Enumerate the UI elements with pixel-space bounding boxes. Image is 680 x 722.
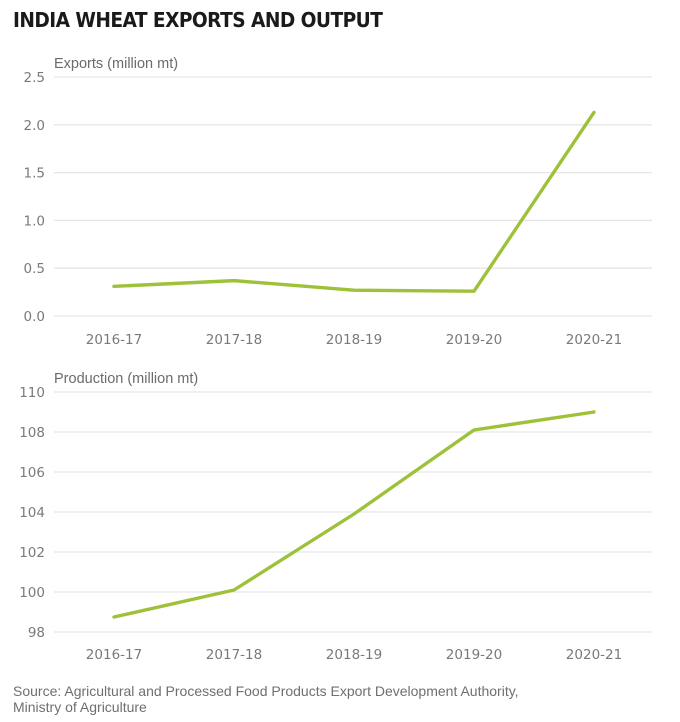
exports-chart: Exports (million mt) 0.00.51.01.52.02.5 …: [24, 56, 652, 348]
source-note: Source: Agricultural and Processed Food …: [13, 683, 613, 715]
production-series-line: [112, 410, 596, 619]
exports-x-tick-label: 2016-17: [86, 332, 142, 348]
production-series: [112, 410, 596, 619]
source-line-1: Source: Agricultural and Processed Food …: [13, 683, 519, 699]
production-axis-title: Production (million mt): [54, 371, 198, 387]
production-x-ticks: 2016-17 2017-18 2018-19 2019-20 2020-21: [86, 647, 622, 663]
exports-x-tick-label: 2017-18: [206, 332, 262, 348]
exports-series: [112, 110, 596, 293]
exports-y-tick-label: 0.5: [24, 261, 45, 277]
production-x-tick-label: 2016-17: [86, 647, 142, 663]
exports-x-tick-label: 2018-19: [326, 332, 382, 348]
production-x-tick-label: 2020-21: [566, 647, 622, 663]
exports-y-tick-label: 2.0: [24, 118, 45, 134]
production-y-ticks: 98 100 102 104 106 108 110: [19, 385, 45, 641]
production-y-tick-label: 102: [19, 545, 45, 561]
production-x-tick-label: 2018-19: [326, 647, 382, 663]
exports-x-tick-label: 2020-21: [566, 332, 622, 348]
production-y-tick-label: 104: [19, 505, 45, 521]
production-y-tick-label: 108: [19, 425, 45, 441]
exports-gridlines: [54, 76, 652, 317]
exports-y-tick-label: 1.5: [24, 166, 45, 182]
exports-series-line: [112, 110, 596, 293]
chart-title: INDIA WHEAT EXPORTS AND OUTPUT: [13, 8, 383, 32]
exports-y-ticks: 0.0 0.5 1.0 1.5 2.0 2.5: [24, 70, 45, 325]
production-chart: Production (million mt) 98 100 102 104 106 10…: [19, 371, 652, 663]
production-x-tick-label: 2017-18: [206, 647, 262, 663]
source-line-2: Ministry of Agriculture: [13, 699, 147, 715]
exports-x-tick-label: 2019-20: [446, 332, 502, 348]
production-y-tick-label: 98: [28, 625, 45, 641]
production-y-tick-label: 110: [19, 385, 45, 401]
production-x-tick-label: 2019-20: [446, 647, 502, 663]
exports-axis-title: Exports (million mt): [54, 56, 178, 72]
exports-y-tick-label: 0.0: [24, 309, 45, 325]
production-y-tick-label: 100: [19, 585, 45, 601]
exports-y-tick-label: 2.5: [24, 70, 45, 86]
production-y-tick-label: 106: [19, 465, 45, 481]
production-gridlines: [54, 391, 652, 633]
exports-y-tick-label: 1.0: [24, 213, 45, 229]
exports-x-ticks: 2016-17 2017-18 2018-19 2019-20 2020-21: [86, 332, 622, 348]
